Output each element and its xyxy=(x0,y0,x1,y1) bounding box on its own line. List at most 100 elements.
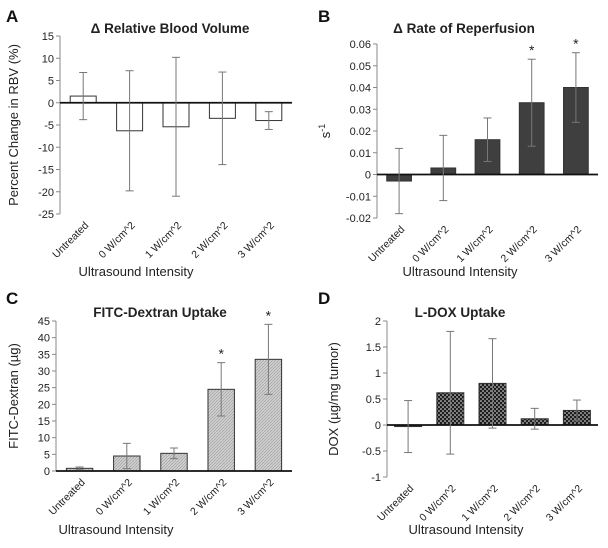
y-tick-label: 0 xyxy=(375,420,381,432)
error-bar xyxy=(264,323,273,395)
x-tick-label: 2 W/cm^2 xyxy=(188,477,229,518)
y-tick-label: -0.5 xyxy=(362,446,381,458)
chart-title: Δ Rate of Reperfusion xyxy=(393,21,535,36)
y-tick-label: 0 xyxy=(44,466,50,478)
y-tick-label: 0 xyxy=(48,98,54,110)
x-tick-label: Untreated xyxy=(47,477,88,518)
error-bar xyxy=(395,147,404,215)
significance-star: * xyxy=(573,36,579,52)
error-bar xyxy=(571,52,580,123)
error-bar xyxy=(439,134,448,202)
x-tick-label: 0 W/cm^2 xyxy=(410,224,451,265)
panel-a: A Δ Relative Blood Volume -25 -20 -15 -10 -5 0 5… xyxy=(6,7,292,279)
significance-star: * xyxy=(218,346,224,362)
y-tick-label: -5 xyxy=(44,120,54,132)
error-bar xyxy=(572,399,581,422)
chart-title: L-DOX Uptake xyxy=(415,305,506,320)
error-bar xyxy=(218,71,227,166)
y-tick-label: -0.02 xyxy=(346,213,371,225)
y-tick-label: 0.04 xyxy=(350,83,371,95)
x-tick-label: 0 W/cm^2 xyxy=(96,220,137,261)
x-tick-label: Untreated xyxy=(366,224,407,265)
y-tick-label: 5 xyxy=(44,449,50,461)
error-bar xyxy=(170,447,178,460)
error-bar xyxy=(79,71,88,121)
y-tick-label: 30 xyxy=(38,366,50,378)
x-tick-label: 1 W/cm^2 xyxy=(454,224,495,265)
x-tick-label: 3 W/cm^2 xyxy=(544,483,585,524)
error-bar xyxy=(264,111,273,130)
y-tick-label: 0.05 xyxy=(350,61,371,73)
y-tick-label: 45 xyxy=(38,316,50,328)
y-tick-label: 0.03 xyxy=(350,104,371,116)
y-tick-label: 35 xyxy=(38,349,50,361)
x-tick-label: Untreated xyxy=(375,483,416,524)
panel-letter: B xyxy=(318,7,330,26)
y-tick-label: 1 xyxy=(375,368,381,380)
error-bar xyxy=(530,407,539,430)
y-tick-label: -15 xyxy=(38,165,54,177)
y-tick-label: 40 xyxy=(38,333,50,345)
x-tick-label: 2 W/cm^2 xyxy=(502,483,543,524)
y-tick-label: 10 xyxy=(42,53,54,65)
y-tick-label: 1.5 xyxy=(366,342,381,354)
x-tick-label: 1 W/cm^2 xyxy=(459,483,500,524)
error-bar xyxy=(446,330,455,455)
y-tick-label: -0.01 xyxy=(346,191,371,203)
x-axis-label: Ultrasound Intensity xyxy=(79,264,194,279)
y-tick-label: 0 xyxy=(365,170,371,182)
significance-star: * xyxy=(529,42,535,58)
y-tick-label: -25 xyxy=(38,209,54,221)
y-tick-label: 25 xyxy=(38,383,50,395)
y-axis-label: s-1 xyxy=(317,124,333,139)
y-tick-label: 0.01 xyxy=(350,148,371,160)
error-bar xyxy=(483,117,492,162)
x-tick-label: 1 W/cm^2 xyxy=(143,220,184,261)
y-tick-label: 10 xyxy=(38,433,50,445)
chart-title: FITC-Dextran Uptake xyxy=(93,305,227,320)
y-axis-label: Percent Change in RBV (%) xyxy=(6,44,21,206)
y-tick-label: 0.06 xyxy=(350,39,371,51)
panel-letter: D xyxy=(318,289,330,308)
x-tick-label: 3 W/cm^2 xyxy=(236,220,277,261)
panel-letter: C xyxy=(6,289,18,308)
panel-d: D L-DOX Uptake -1 -0.5 0 0.5 1 1.5 2 Untreated 0 W… xyxy=(318,289,598,537)
x-tick-label: 2 W/cm^2 xyxy=(189,220,230,261)
y-tick-label: 15 xyxy=(42,31,54,43)
x-tick-label: 1 W/cm^2 xyxy=(141,477,182,518)
x-tick-label: 3 W/cm^2 xyxy=(235,477,276,518)
y-axis-label: FITC-Dextran (µg) xyxy=(6,343,21,449)
error-bar xyxy=(217,362,226,417)
y-tick-label: 20 xyxy=(38,399,50,411)
error-bar xyxy=(125,70,134,192)
error-bar xyxy=(404,400,413,454)
x-axis-label: Ultrasound Intensity xyxy=(409,522,524,537)
y-tick-label: 0.02 xyxy=(350,126,371,138)
x-tick-label: Untreated xyxy=(50,220,91,261)
error-bar xyxy=(488,338,497,429)
x-tick-label: 3 W/cm^2 xyxy=(543,224,584,265)
x-tick-label: 2 W/cm^2 xyxy=(499,224,540,265)
chart-title: Δ Relative Blood Volume xyxy=(91,21,250,36)
x-tick-label: 0 W/cm^2 xyxy=(94,477,135,518)
y-tick-label: -20 xyxy=(38,187,54,199)
error-bar xyxy=(172,56,180,197)
y-axis-label: DOX (µg/mg tumor) xyxy=(326,342,341,456)
x-axis-label: Ultrasound Intensity xyxy=(59,522,174,537)
y-tick-label: -1 xyxy=(371,472,381,484)
x-axis-label: Ultrasound Intensity xyxy=(403,264,518,279)
error-bar xyxy=(75,466,84,471)
panel-b: B Δ Rate of Reperfusion -0.02 -0.01 0 0.01 0.0… xyxy=(317,7,598,279)
significance-star: * xyxy=(266,307,272,323)
x-tick-label: 0 W/cm^2 xyxy=(417,483,458,524)
y-tick-label: 15 xyxy=(38,416,50,428)
y-tick-label: -10 xyxy=(38,142,54,154)
y-tick-label: 0.5 xyxy=(366,394,381,406)
y-tick-label: 5 xyxy=(48,76,54,88)
panel-c: C FITC-Dextran Uptake 0 5 10 15 20 25 30 35 40 45 * *… xyxy=(6,289,292,537)
panel-letter: A xyxy=(6,7,18,26)
error-bar xyxy=(527,58,536,147)
error-bar xyxy=(122,442,131,470)
y-tick-label: 2 xyxy=(375,316,381,328)
